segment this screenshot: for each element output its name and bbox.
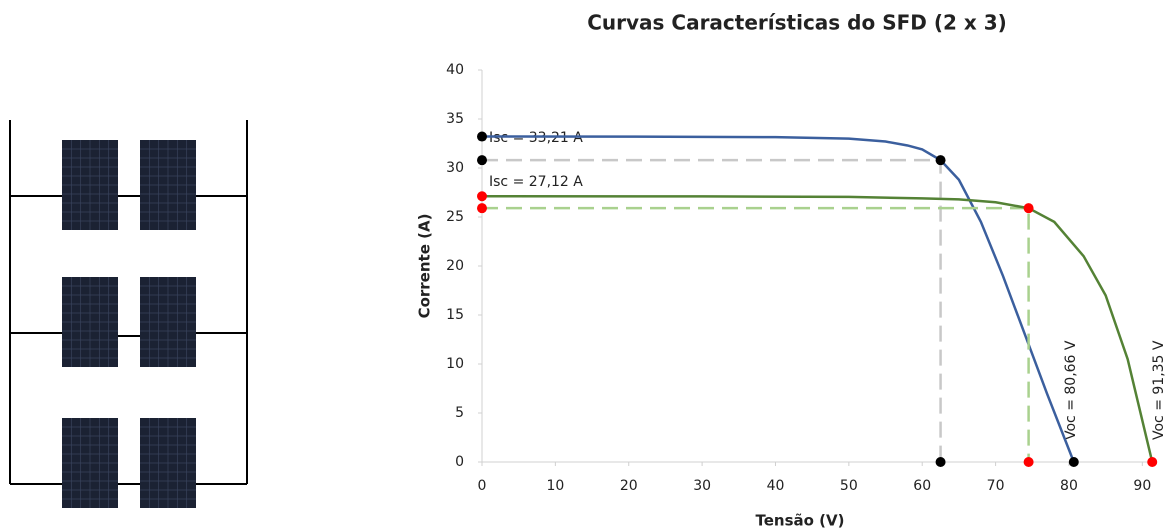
point-marker (935, 457, 946, 467)
x-tick-label: 10 (546, 478, 564, 494)
x-tick-label: 70 (987, 478, 1005, 494)
x-axis-title: Tensão (V) (756, 512, 845, 530)
point-marker (1023, 203, 1034, 214)
guide-line (482, 158, 942, 462)
guide-line (482, 206, 1030, 462)
y-tick-label: 40 (446, 62, 464, 78)
point-marker (935, 155, 946, 166)
y-axis-title: Corrente (A) (416, 214, 434, 319)
chart-title: Curvas Características do SFD (2 x 3) (587, 11, 1007, 35)
x-tick-label: 80 (1060, 478, 1078, 494)
x-tick-label: 30 (693, 478, 711, 494)
array-diagram (9, 120, 248, 508)
point-marker (477, 191, 487, 202)
y-tick-label: 10 (446, 356, 464, 372)
x-tick-label: 90 (1133, 478, 1151, 494)
point-marker (477, 131, 487, 142)
x-tick-label: 60 (913, 478, 931, 494)
point-marker (477, 155, 487, 166)
y-tick-label: 5 (455, 405, 464, 421)
y-tick-label: 20 (446, 258, 464, 274)
x-tick-label: 40 (767, 478, 785, 494)
point-marker (1023, 457, 1034, 467)
point-marker (1068, 457, 1079, 467)
annotation: Voc = 80,66 V (1063, 340, 1079, 440)
x-tick-label: 50 (840, 478, 858, 494)
point-marker (1147, 457, 1158, 467)
y-tick-label: 35 (446, 111, 464, 127)
iv-curve (481, 194, 1154, 463)
y-tick-label: 30 (446, 160, 464, 176)
annotation: Voc = 91,35 V (1151, 340, 1167, 440)
x-tick-label: 0 (478, 478, 487, 494)
x-tick-label: 20 (620, 478, 638, 494)
iv-curve (481, 135, 1075, 463)
annotation: Isc = 33,21 A (489, 130, 583, 146)
y-tick-label: 15 (446, 307, 464, 323)
y-tick-label: 0 (455, 454, 464, 470)
point-marker (477, 203, 487, 214)
annotation: Isc = 27,12 A (489, 174, 583, 190)
y-tick-label: 25 (446, 209, 464, 225)
